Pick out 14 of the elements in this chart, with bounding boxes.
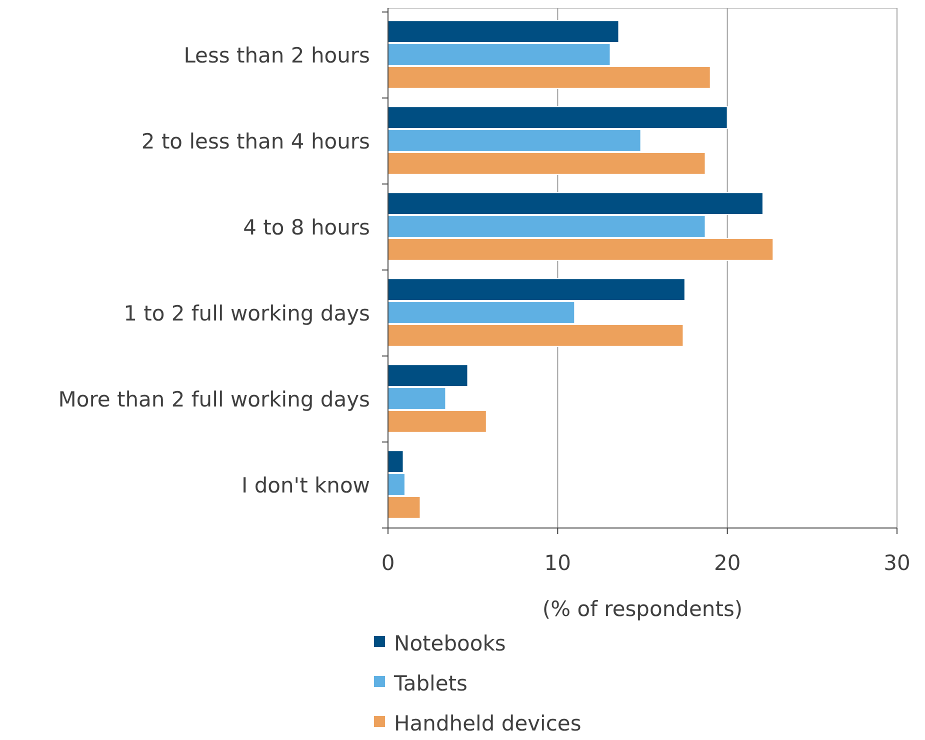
legend-label: Tablets — [393, 671, 468, 696]
y-tick-label: 2 to less than 4 hours — [141, 129, 370, 154]
y-tick-label: More than 2 full working days — [58, 387, 370, 412]
y-tick-label: 4 to 8 hours — [243, 215, 370, 240]
y-tick-label: Less than 2 hours — [184, 43, 370, 68]
x-axis-title: (% of respondents) — [542, 597, 743, 621]
x-tick-label: 0 — [381, 551, 395, 575]
x-tick-label: 20 — [714, 551, 741, 575]
legend-label: Notebooks — [394, 631, 506, 656]
y-tick-label: I don't know — [241, 473, 370, 498]
x-tick-label: 30 — [884, 551, 910, 575]
y-tick-label: 1 to 2 full working days — [124, 301, 370, 326]
legend-label: Handheld devices — [394, 711, 582, 736]
x-tick-label: 10 — [544, 551, 572, 575]
